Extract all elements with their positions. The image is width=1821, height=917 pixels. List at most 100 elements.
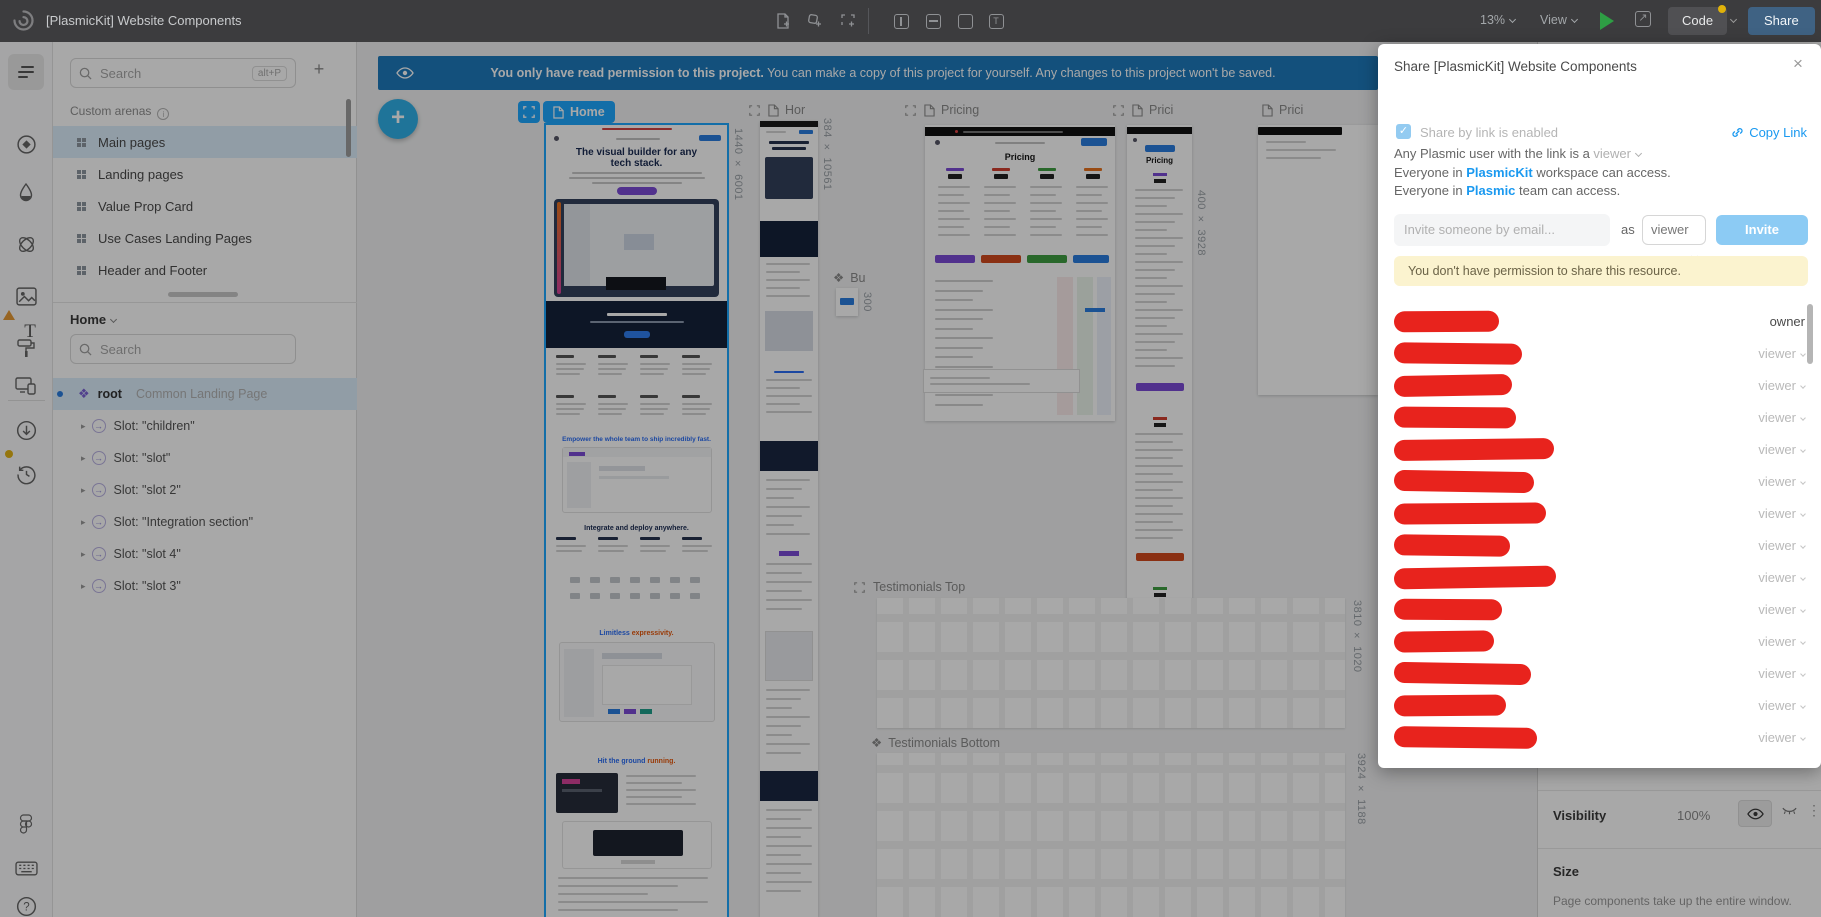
- code-dropdown-chevron-icon[interactable]: [1729, 15, 1738, 24]
- arena-item-landing-pages[interactable]: Landing pages: [53, 158, 357, 190]
- arena-item-main-pages[interactable]: Main pages: [53, 126, 357, 158]
- responsiveness-icon[interactable]: [12, 372, 40, 400]
- tree-row-root[interactable]: ❖ root Common Landing Page: [53, 378, 357, 410]
- expand-triangle-icon[interactable]: ▸: [81, 452, 86, 463]
- visibility-visible-button[interactable]: [1738, 800, 1772, 827]
- frame-label-testimonials-top[interactable]: Testimonials Top: [854, 580, 965, 594]
- expand-triangle-icon[interactable]: ▸: [81, 580, 86, 591]
- member-role-viewer[interactable]: viewer: [1758, 378, 1806, 393]
- outline-tree-icon[interactable]: [12, 58, 40, 86]
- member-role-viewer[interactable]: viewer: [1758, 730, 1806, 745]
- keyboard-shortcuts-icon[interactable]: [12, 854, 40, 882]
- expand-triangle-icon[interactable]: ▸: [81, 484, 86, 495]
- focus-mode-icon[interactable]: [12, 130, 40, 158]
- insert-fab-button[interactable]: +: [378, 99, 418, 139]
- frame-expand-icon[interactable]: [854, 581, 865, 593]
- expand-triangle-icon[interactable]: ▸: [81, 516, 86, 527]
- artboard-testimonials-bottom[interactable]: [877, 753, 1345, 917]
- invite-email-input[interactable]: Invite someone by email...: [1394, 214, 1610, 246]
- arena-search-input[interactable]: Search alt+P: [70, 58, 296, 88]
- member-role-viewer[interactable]: viewer: [1758, 570, 1806, 585]
- artboard-hor[interactable]: [760, 121, 818, 917]
- frame-expand-icon[interactable]: [518, 101, 540, 123]
- invite-button[interactable]: Invite: [1716, 215, 1808, 245]
- new-component-button[interactable]: [805, 11, 825, 31]
- frame-label-testimonials-bottom[interactable]: ❖ Testimonials Bottom: [871, 735, 1001, 751]
- new-page-button[interactable]: [773, 11, 793, 31]
- expand-triangle-icon[interactable]: ▸: [81, 420, 86, 431]
- add-arena-button[interactable]: +: [313, 59, 325, 79]
- image-assets-icon[interactable]: [12, 282, 40, 310]
- tree-row-slot[interactable]: ▸ → Slot: "slot 4": [81, 547, 181, 561]
- figma-import-icon[interactable]: [12, 810, 40, 838]
- plasmic-logo-icon[interactable]: [10, 7, 37, 34]
- frame-expand-icon[interactable]: [1113, 104, 1124, 116]
- component-store-icon[interactable]: [12, 230, 40, 258]
- frame-tab-home[interactable]: Home: [543, 101, 615, 123]
- arena-item-header-and-footer[interactable]: Header and Footer: [53, 254, 357, 286]
- expand-triangle-icon[interactable]: ▸: [81, 548, 86, 559]
- insert-text-button[interactable]: T: [986, 11, 1006, 31]
- visibility-hidden-button[interactable]: [1781, 804, 1798, 816]
- share-button[interactable]: Share: [1748, 7, 1815, 35]
- invite-role-dropdown[interactable]: viewer: [1642, 215, 1706, 261]
- frame-label-bu[interactable]: ❖ Bu: [833, 270, 866, 286]
- version-history-icon[interactable]: [12, 460, 40, 488]
- zoom-level-dropdown[interactable]: 13%: [1480, 13, 1517, 27]
- team-link[interactable]: Plasmic: [1466, 183, 1516, 198]
- member-role-viewer[interactable]: viewer: [1758, 634, 1806, 649]
- artboard-testimonials-top[interactable]: [877, 598, 1345, 728]
- tree-row-slot[interactable]: ▸ → Slot: "slot 2": [81, 483, 181, 497]
- help-icon[interactable]: ?: [12, 892, 40, 917]
- member-role-viewer[interactable]: viewer: [1758, 506, 1806, 521]
- share-link-checkbox[interactable]: ✓: [1396, 124, 1411, 139]
- insert-horizontal-stack-button[interactable]: [923, 11, 943, 31]
- frame-label-prici-2[interactable]: Prici: [1262, 103, 1303, 117]
- outline-header-dropdown[interactable]: Home: [70, 312, 118, 327]
- publish-download-icon[interactable]: [12, 416, 40, 444]
- workspace-link[interactable]: PlasmicKit: [1466, 165, 1533, 180]
- member-role-viewer[interactable]: viewer: [1758, 474, 1806, 489]
- member-role-viewer[interactable]: viewer: [1758, 346, 1806, 361]
- preview-play-button[interactable]: [1600, 12, 1614, 30]
- new-frame-button[interactable]: [838, 11, 858, 31]
- artboard-strip[interactable]: [923, 369, 1080, 393]
- canvas[interactable]: You only have read permission to this pr…: [357, 42, 1537, 917]
- frame-label-prici-1[interactable]: Prici: [1113, 103, 1173, 117]
- copy-link-button[interactable]: Copy Link: [1731, 125, 1807, 140]
- member-role-viewer[interactable]: viewer: [1758, 538, 1806, 553]
- artboard-home[interactable]: The visual builder for any tech stack. E…: [544, 123, 729, 917]
- artboard-prici-partial[interactable]: [1258, 125, 1378, 395]
- tree-row-slot[interactable]: ▸ → Slot: "slot 3": [81, 579, 181, 593]
- frame-label-pricing[interactable]: Pricing: [905, 103, 979, 117]
- tree-row-slot[interactable]: ▸ → Slot: "children": [81, 419, 195, 433]
- artboard-pricing-mobile[interactable]: Pricing: [1127, 125, 1192, 615]
- fonts-typography-icon[interactable]: T: [24, 321, 36, 342]
- tree-row-slot[interactable]: ▸ → Slot: "slot": [81, 451, 171, 465]
- theme-roller-icon[interactable]: [12, 334, 40, 362]
- visibility-value[interactable]: 100%: [1677, 808, 1711, 823]
- arena-item-value-prop-card[interactable]: Value Prop Card: [53, 190, 357, 222]
- arena-item-use-cases-landing-pages[interactable]: Use Cases Landing Pages: [53, 222, 357, 254]
- member-role-viewer[interactable]: viewer: [1758, 602, 1806, 617]
- member-role-viewer[interactable]: viewer: [1758, 666, 1806, 681]
- artboard-button-component[interactable]: [836, 288, 858, 316]
- tokens-droplet-icon[interactable]: [12, 178, 40, 206]
- view-dropdown[interactable]: View: [1540, 13, 1578, 27]
- insert-vertical-stack-button[interactable]: [891, 11, 911, 31]
- close-icon[interactable]: ×: [1793, 54, 1803, 73]
- visibility-menu-icon[interactable]: ⋮: [1807, 802, 1821, 818]
- outline-search-input[interactable]: Search: [70, 334, 296, 364]
- link-role-dropdown[interactable]: viewer: [1593, 146, 1643, 161]
- members-scrollbar[interactable]: [1807, 304, 1813, 364]
- frame-expand-icon[interactable]: [749, 104, 760, 116]
- panel-resize-handle[interactable]: [168, 292, 238, 297]
- arena-scrollbar[interactable]: [346, 99, 351, 157]
- member-role-viewer[interactable]: viewer: [1758, 698, 1806, 713]
- frame-label-hor[interactable]: Hor: [749, 103, 805, 117]
- tree-row-slot[interactable]: ▸ → Slot: "Integration section": [81, 515, 254, 529]
- code-button[interactable]: Code: [1668, 7, 1728, 35]
- frame-expand-icon[interactable]: [905, 104, 916, 116]
- open-in-new-icon[interactable]: ↗: [1635, 11, 1651, 27]
- insert-box-button[interactable]: [955, 11, 975, 31]
